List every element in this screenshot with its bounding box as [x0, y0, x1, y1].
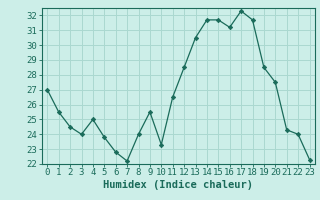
X-axis label: Humidex (Indice chaleur): Humidex (Indice chaleur) — [103, 180, 253, 190]
